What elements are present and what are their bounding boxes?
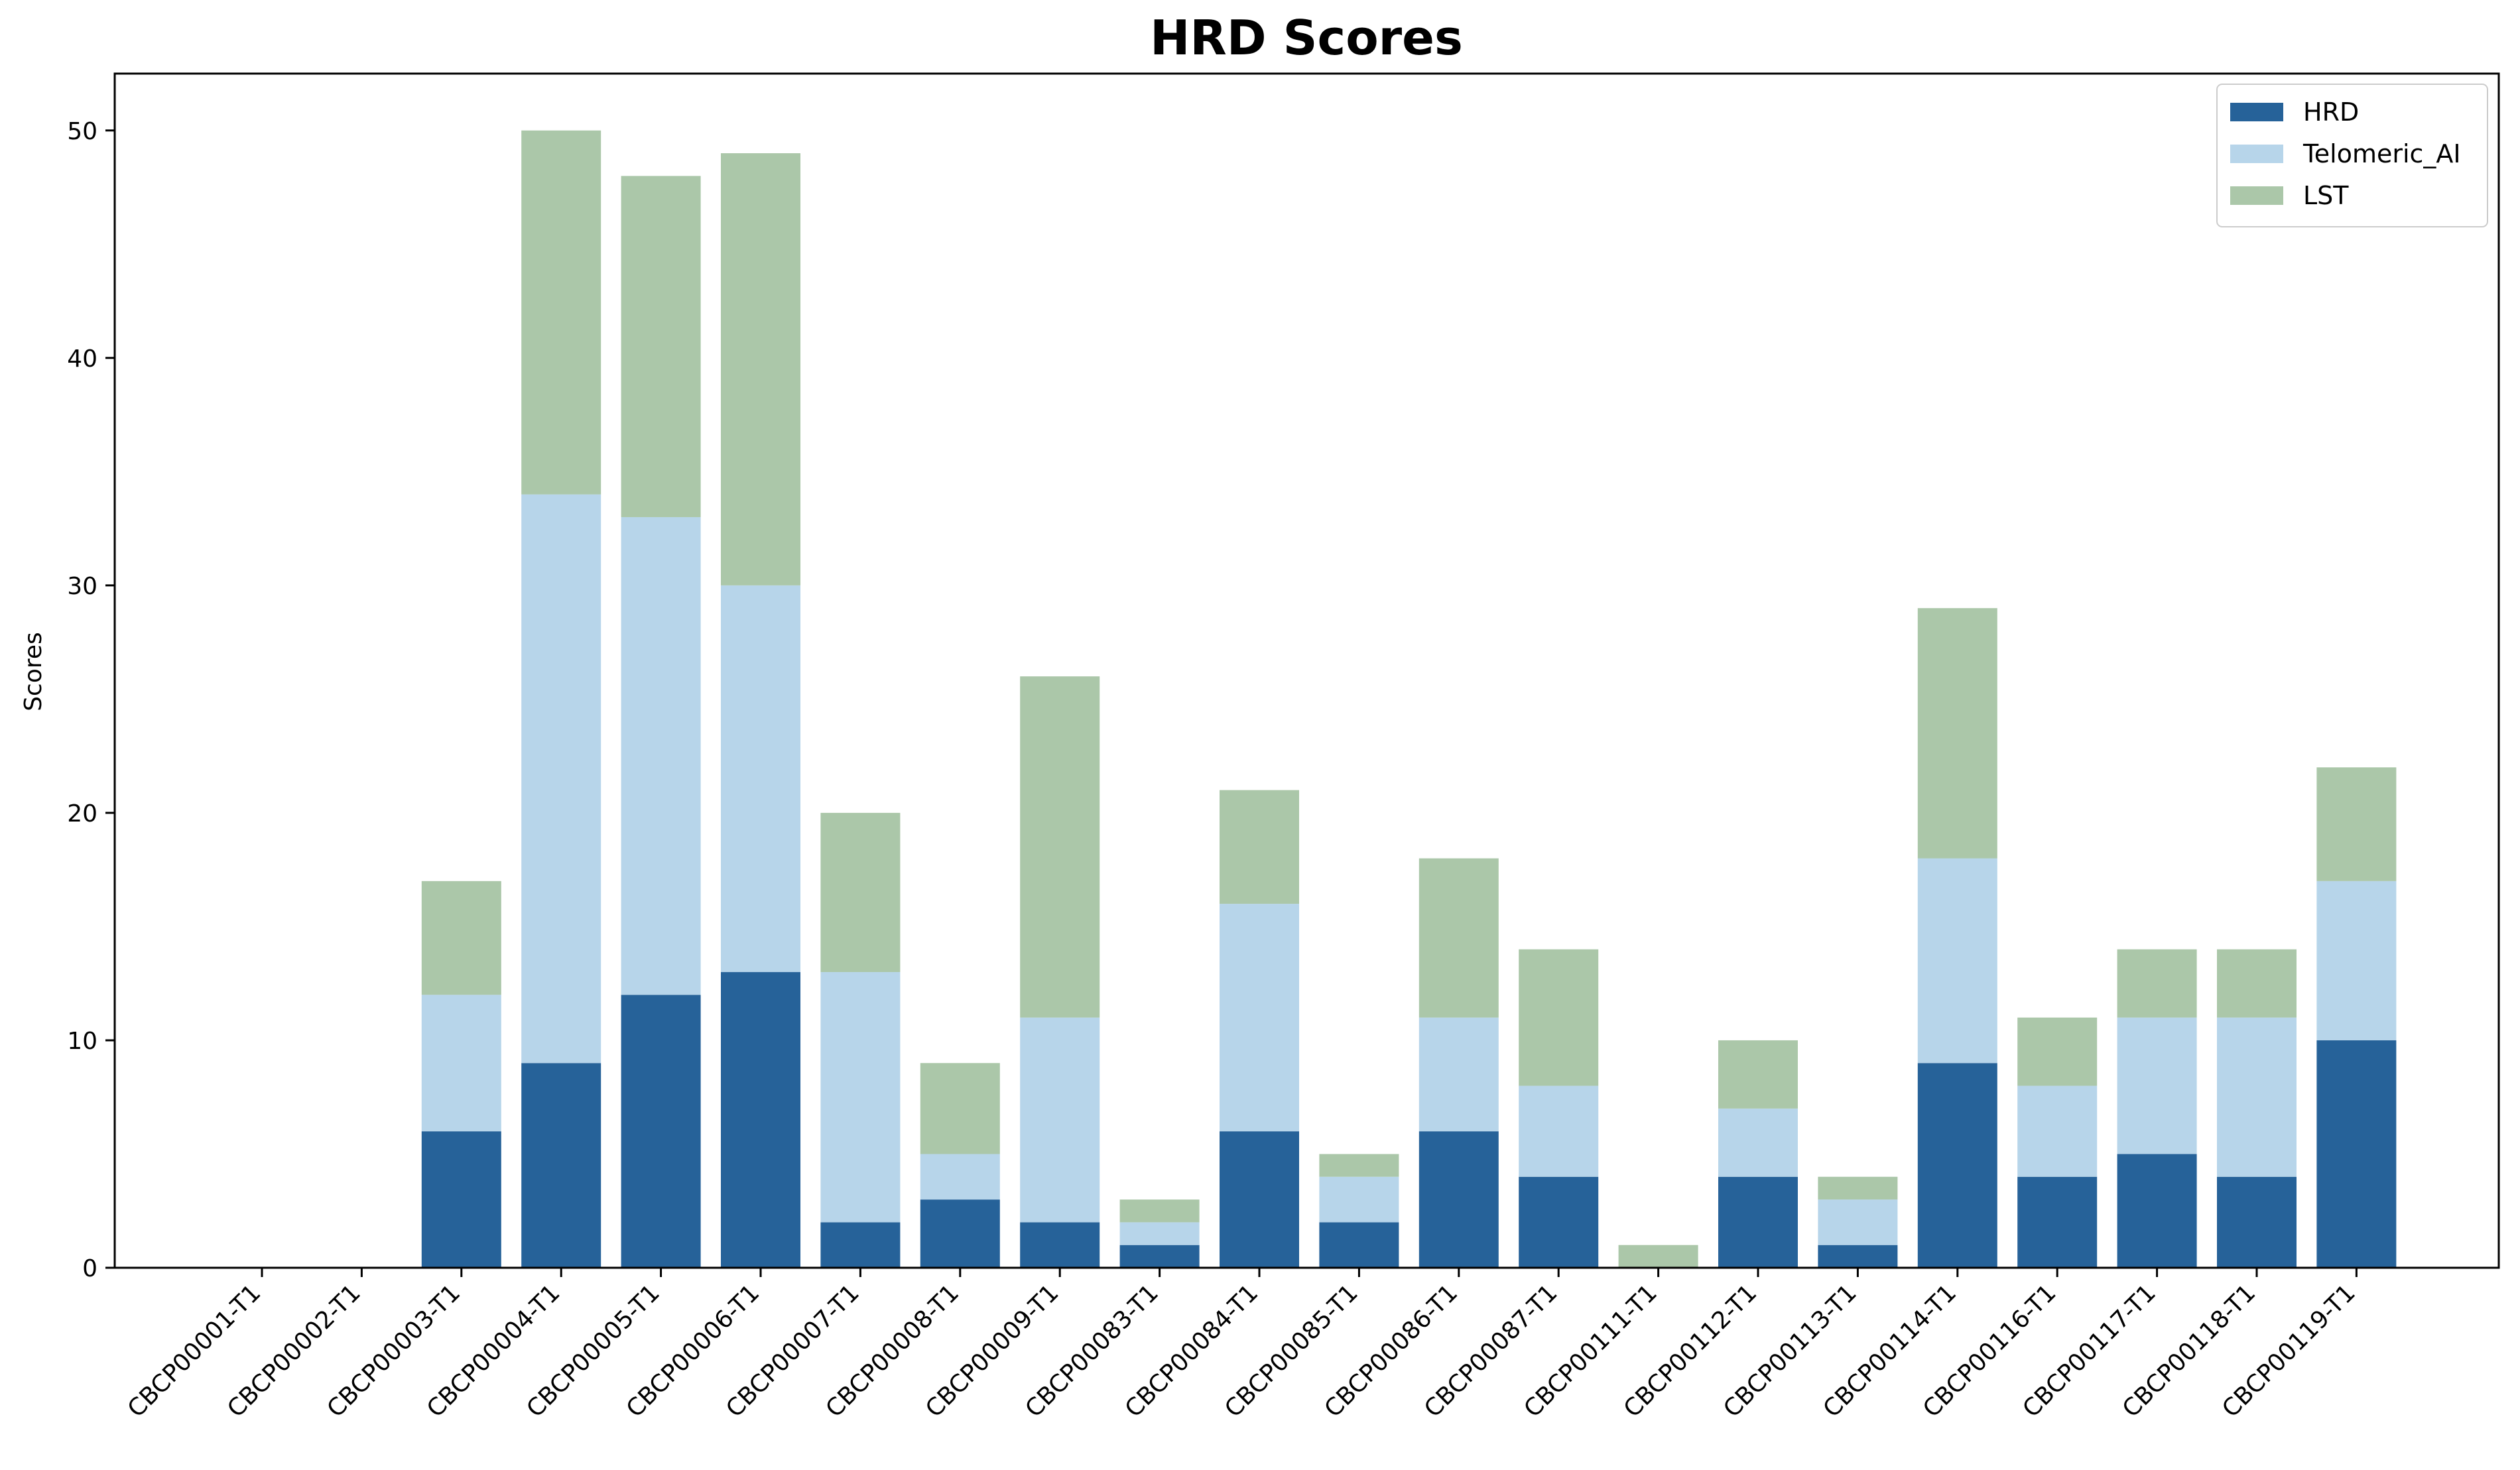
bar-hrd [2117, 1154, 2197, 1268]
bar-telomeric-ai [521, 494, 601, 1064]
bar-hrd [521, 1063, 601, 1268]
bar-telomeric-ai [2017, 1085, 2098, 1177]
bar-telomeric-ai [2217, 1017, 2297, 1177]
legend-swatch [2230, 103, 2283, 121]
y-tick-label: 50 [67, 118, 97, 145]
bar-telomeric-ai [1020, 1017, 1100, 1223]
bar-lst [1718, 1040, 1798, 1109]
bar-lst [2316, 767, 2397, 881]
bar-lst [2117, 949, 2197, 1018]
legend-box [2216, 84, 2488, 227]
bar-telomeric-ai [920, 1154, 1000, 1200]
legend: HRD Telomeric_AI LST [2216, 84, 2488, 227]
y-tick-label: 20 [67, 800, 97, 827]
bar-lst [1618, 1245, 1698, 1268]
bar-telomeric-ai [1718, 1108, 1798, 1177]
bar-telomeric-ai [1818, 1199, 1898, 1245]
bar-lst [1519, 949, 1599, 1086]
bar-lst [820, 812, 901, 973]
bar-telomeric-ai [2117, 1017, 2197, 1154]
bar-telomeric-ai [621, 517, 701, 995]
bar-hrd [2017, 1176, 2098, 1268]
bar-hrd [820, 1222, 901, 1268]
y-axis: 0 10 20 30 40 50 [67, 118, 115, 1282]
bar-hrd [1119, 1245, 1200, 1268]
bar-telomeric-ai [721, 585, 800, 973]
bar-hrd [621, 995, 701, 1268]
bars-layer [421, 130, 2397, 1268]
y-tick-label: 0 [82, 1255, 97, 1282]
x-axis: CBCP00001-T1CBCP00002-T1CBCP00003-T1CBCP… [123, 1268, 2361, 1423]
bar-lst [1020, 676, 1100, 1018]
bar-hrd [421, 1131, 501, 1268]
bar-hrd [721, 972, 800, 1268]
bar-lst [521, 130, 601, 495]
bar-telomeric-ai [1319, 1176, 1399, 1223]
bar-lst [920, 1063, 1000, 1154]
bar-hrd [1418, 1131, 1499, 1268]
bar-telomeric-ai [1119, 1222, 1200, 1245]
bar-telomeric-ai [1220, 904, 1299, 1132]
bar-telomeric-ai [820, 972, 901, 1223]
bar-telomeric-ai [1519, 1085, 1599, 1177]
legend-label: HRD [2303, 97, 2359, 127]
y-tick-label: 10 [67, 1028, 97, 1055]
bar-telomeric-ai [2316, 881, 2397, 1040]
bar-hrd [1020, 1222, 1100, 1268]
bar-lst [721, 153, 800, 585]
bar-lst [2217, 949, 2297, 1018]
bar-lst [2017, 1017, 2098, 1086]
bar-lst [1917, 608, 1997, 859]
bar-lst [1818, 1176, 1898, 1200]
bar-lst [421, 881, 501, 995]
bar-hrd [1519, 1176, 1599, 1268]
bar-hrd [1220, 1131, 1299, 1268]
bar-lst [621, 176, 701, 517]
bar-telomeric-ai [1418, 1017, 1499, 1132]
bar-telomeric-ai [421, 995, 501, 1132]
bar-hrd [2316, 1040, 2397, 1268]
bar-hrd [1917, 1063, 1997, 1268]
bar-hrd [1718, 1176, 1798, 1268]
bar-hrd [1818, 1245, 1898, 1268]
legend-swatch [2230, 186, 2283, 205]
bar-hrd [920, 1199, 1000, 1268]
legend-swatch [2230, 145, 2283, 163]
legend-label: LST [2303, 181, 2349, 210]
legend-label: Telomeric_AI [2302, 139, 2461, 168]
bar-lst [1119, 1199, 1200, 1223]
bar-telomeric-ai [1917, 858, 1997, 1064]
bar-hrd [1319, 1222, 1399, 1268]
bar-lst [1220, 790, 1299, 904]
chart-title: HRD Scores [1150, 10, 1463, 66]
y-tick-label: 40 [67, 345, 97, 373]
plot-frame [113, 72, 2500, 1269]
bar-lst [1319, 1154, 1399, 1177]
y-tick-label: 30 [67, 573, 97, 600]
bar-lst [1418, 858, 1499, 1018]
bar-hrd [2217, 1176, 2297, 1268]
y-axis-title: Scores [20, 632, 47, 711]
